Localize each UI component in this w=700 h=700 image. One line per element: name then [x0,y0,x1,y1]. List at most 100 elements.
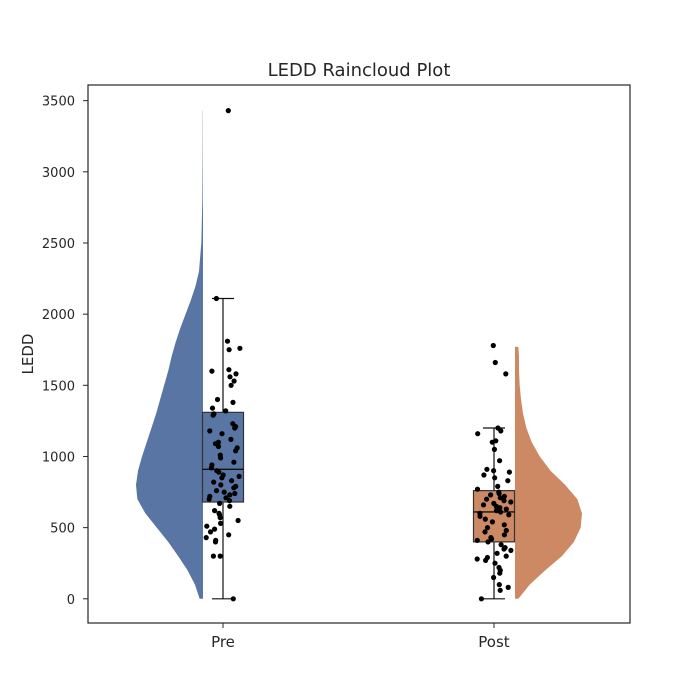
data-point-post [497,587,503,593]
data-point-pre [212,526,218,532]
data-point-pre [209,368,215,374]
data-point-pre [231,378,237,384]
data-point-pre [223,495,229,501]
data-point-pre [218,482,224,488]
data-point-pre [210,553,216,559]
x-tick-label-pre: Pre [211,633,235,651]
data-point-post [501,532,507,538]
data-point-pre [227,374,233,380]
data-point-pre [212,539,219,545]
data-point-pre [209,405,216,411]
data-point-post [474,556,480,562]
data-point-pre [226,532,232,538]
data-point-pre [218,455,224,461]
data-point-pre [217,515,223,521]
data-point-pre [216,469,222,475]
data-point-pre [233,371,239,377]
data-point-post [489,439,495,445]
data-point-pre [210,412,216,418]
data-point-pre [217,553,223,559]
violin-post [515,346,582,599]
y-tick-label: 3500 [42,95,75,110]
data-point-post [503,371,509,377]
data-point-post [506,512,512,518]
data-point-pre [219,431,225,437]
data-point-post [496,582,502,588]
data-point-pre [229,478,235,484]
data-point-post [497,570,503,576]
data-point-post [493,508,500,514]
data-point-pre [219,475,225,481]
data-point-pre [206,496,212,502]
data-point-post [497,495,503,501]
y-tick-label: 2000 [42,308,75,323]
data-point-post [501,498,507,504]
data-point-post [484,466,490,472]
y-tick-label: 1500 [42,379,75,394]
data-point-pre [228,382,234,388]
y-tick-label: 1000 [42,450,75,465]
data-point-post [508,499,514,505]
data-point-pre [227,492,233,498]
data-point-post [484,525,491,531]
violin-pre [136,110,203,599]
data-point-pre [233,448,239,454]
data-point-post [498,428,504,434]
data-point-pre [224,338,231,344]
data-point-pre [225,108,231,114]
data-point-post [498,542,504,548]
y-tick-label: 3000 [42,166,75,181]
data-point-post [505,584,511,591]
data-point-post [491,446,497,452]
data-point-pre [232,425,238,431]
data-point-pre [237,345,243,351]
data-point-post [484,496,490,502]
data-point-post [498,509,504,515]
data-point-post [492,475,498,481]
data-point-pre [207,529,214,535]
data-point-post [503,527,509,534]
data-point-post [495,483,501,489]
chart-title: LEDD Raincloud Plot [268,60,451,81]
data-point-post [481,472,487,478]
data-point-post [496,490,502,497]
data-point-pre [207,428,213,434]
y-tick-label: 500 [50,522,75,537]
data-point-post [488,492,494,498]
data-point-pre [235,517,241,524]
plot-area [136,108,582,602]
data-point-post [503,506,509,512]
data-point-post [477,513,483,519]
data-point-post [501,546,507,552]
data-point-pre [230,596,236,602]
data-point-pre [236,473,242,479]
data-point-pre [212,508,218,514]
data-point-post [497,505,503,511]
axes: 0 500 1000 1500 2000 2500 3000 3500 Pre Post [42,84,631,651]
plot-frame [87,84,631,624]
data-point-pre [215,443,222,450]
data-point-pre [226,367,232,373]
data-point-pre [218,520,224,527]
data-point-pre [203,535,209,541]
data-point-post [483,557,489,564]
data-point-post [501,522,507,528]
data-point-post [491,574,497,581]
data-point-post [474,486,481,492]
data-point-post [485,539,491,545]
data-point-post [489,519,495,525]
data-point-post [492,359,498,366]
y-tick-label: 2500 [42,237,75,252]
data-point-pre [223,408,229,414]
data-point-pre [231,459,237,465]
x-tick-label-post: Post [478,633,510,651]
data-point-post [489,536,495,542]
data-point-pre [213,295,219,302]
data-point-pre [211,479,217,485]
data-point-pre [214,396,221,403]
data-point-pre [217,500,223,506]
data-point-post [480,502,487,508]
data-point-post [474,537,480,544]
